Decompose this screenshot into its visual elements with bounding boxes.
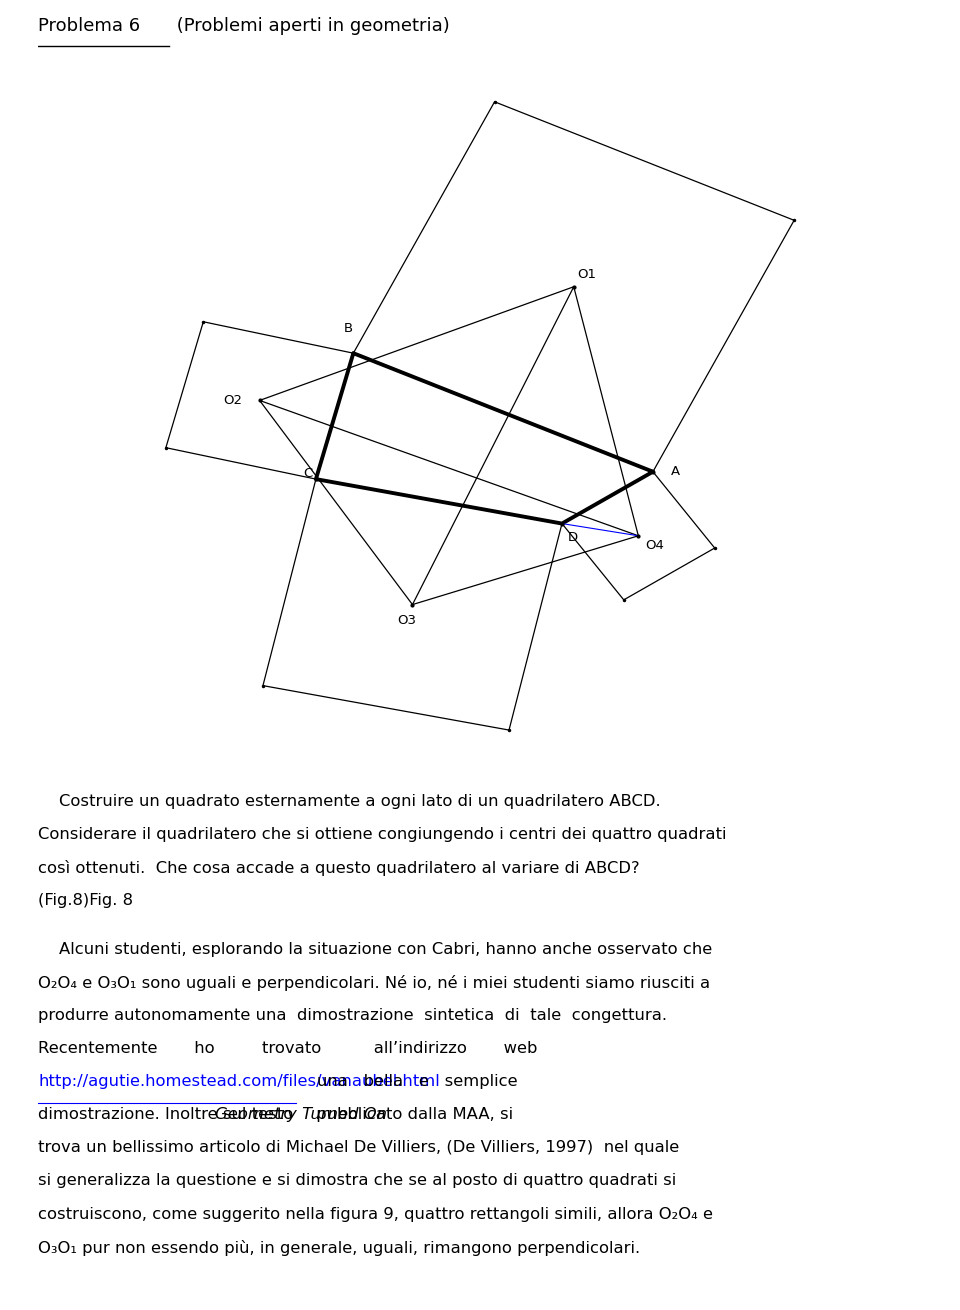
Text: Considerare il quadrilatero che si ottiene congiungendo i centri dei quattro qua: Considerare il quadrilatero che si ottie… bbox=[38, 827, 727, 842]
Text: O3: O3 bbox=[397, 613, 417, 626]
Text: O1: O1 bbox=[577, 269, 596, 282]
Text: (Problemi aperti in geometria): (Problemi aperti in geometria) bbox=[171, 17, 449, 35]
Text: A: A bbox=[671, 465, 680, 478]
Text: si generalizza la questione e si dimostra che se al posto di quattro quadrati si: si generalizza la questione e si dimostr… bbox=[38, 1174, 677, 1188]
Text: Costruire un quadrato esternamente a ogni lato di un quadrilatero ABCD.: Costruire un quadrato esternamente a ogn… bbox=[38, 794, 661, 808]
Text: trova un bellissimo articolo di Michael De Villiers, (De Villiers, 1997)  nel qu: trova un bellissimo articolo di Michael … bbox=[38, 1141, 680, 1155]
Text: B: B bbox=[344, 322, 352, 335]
Text: C: C bbox=[303, 468, 312, 481]
Text: (Fig.8)Fig. 8: (Fig.8)Fig. 8 bbox=[38, 893, 133, 908]
Text: O2: O2 bbox=[223, 394, 242, 407]
Text: una   bella   e   semplice: una bella e semplice bbox=[296, 1074, 517, 1090]
Text: Recentemente       ho         trovato          all’indirizzo       web: Recentemente ho trovato all’indirizzo we… bbox=[38, 1041, 538, 1056]
Text: pubblicato dalla MAA, si: pubblicato dalla MAA, si bbox=[311, 1107, 513, 1123]
Text: Problema 6: Problema 6 bbox=[38, 17, 140, 35]
Text: O₂O₄ e O₃O₁ sono uguali e perpendicolari. Né io, né i miei studenti siamo riusci: O₂O₄ e O₃O₁ sono uguali e perpendicolari… bbox=[38, 976, 710, 992]
Text: http://agutie.homestead.com/files/vanaubel.html: http://agutie.homestead.com/files/vanaub… bbox=[38, 1074, 440, 1090]
Text: O4: O4 bbox=[645, 540, 664, 553]
Text: O₃O₁ pur non essendo più, in generale, uguali, rimangono perpendicolari.: O₃O₁ pur non essendo più, in generale, u… bbox=[38, 1239, 640, 1255]
Text: dimostrazione. Inoltre sul testo: dimostrazione. Inoltre sul testo bbox=[38, 1107, 299, 1123]
Text: costruiscono, come suggerito nella figura 9, quattro rettangoli simili, allora O: costruiscono, come suggerito nella figur… bbox=[38, 1207, 713, 1221]
Text: D: D bbox=[567, 531, 578, 544]
Text: Alcuni studenti, esplorando la situazione con Cabri, hanno anche osservato che: Alcuni studenti, esplorando la situazion… bbox=[38, 942, 712, 958]
Text: Geometry Turned On: Geometry Turned On bbox=[215, 1107, 387, 1123]
Text: così ottenuti.  Che cosa accade a questo quadrilatero al variare di ABCD?: così ottenuti. Che cosa accade a questo … bbox=[38, 859, 640, 876]
Text: produrre autonomamente una  dimostrazione  sintetica  di  tale  congettura.: produrre autonomamente una dimostrazione… bbox=[38, 1009, 667, 1023]
